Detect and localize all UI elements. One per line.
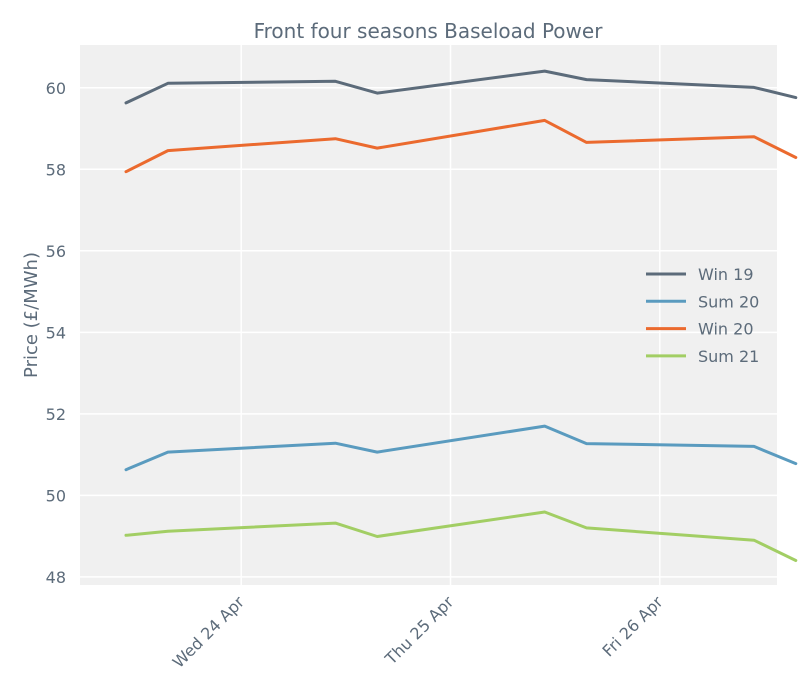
y-tick-label: 52 [46, 405, 66, 424]
y-tick-label: 50 [46, 486, 66, 505]
x-tick-label: Thu 25 Apr [381, 592, 458, 669]
series-line-sum-21 [124, 510, 798, 562]
series-line-win-19 [124, 69, 798, 105]
x-tick-label: Wed 24 Apr [169, 592, 249, 672]
y-axis-ticks: 48 50 52 54 56 58 60 [46, 79, 66, 587]
y-tick-label: 56 [46, 242, 66, 261]
series-line-sum-20 [124, 424, 798, 472]
y-tick-label: 58 [46, 160, 66, 179]
y-axis-label: Price (£/MWh) [21, 252, 42, 378]
chart-title: Front four seasons Baseload Power [254, 19, 604, 43]
series-line-win-20 [124, 118, 798, 174]
legend: Win 19 Sum 20 Win 20 Sum 21 [646, 265, 759, 366]
legend-label: Win 20 [698, 320, 754, 339]
series-group [124, 69, 798, 562]
legend-label: Win 19 [698, 265, 754, 284]
plot-area [80, 45, 777, 585]
y-tick-label: 48 [46, 568, 66, 587]
gridlines [80, 45, 777, 585]
legend-label: Sum 20 [698, 292, 759, 311]
x-axis-ticks: Wed 24 Apr Thu 25 Apr Fri 26 Apr [169, 592, 667, 672]
y-tick-label: 60 [46, 79, 66, 98]
y-tick-label: 54 [46, 323, 66, 342]
legend-label: Sum 21 [698, 347, 759, 366]
x-tick-label: Fri 26 Apr [599, 592, 667, 660]
